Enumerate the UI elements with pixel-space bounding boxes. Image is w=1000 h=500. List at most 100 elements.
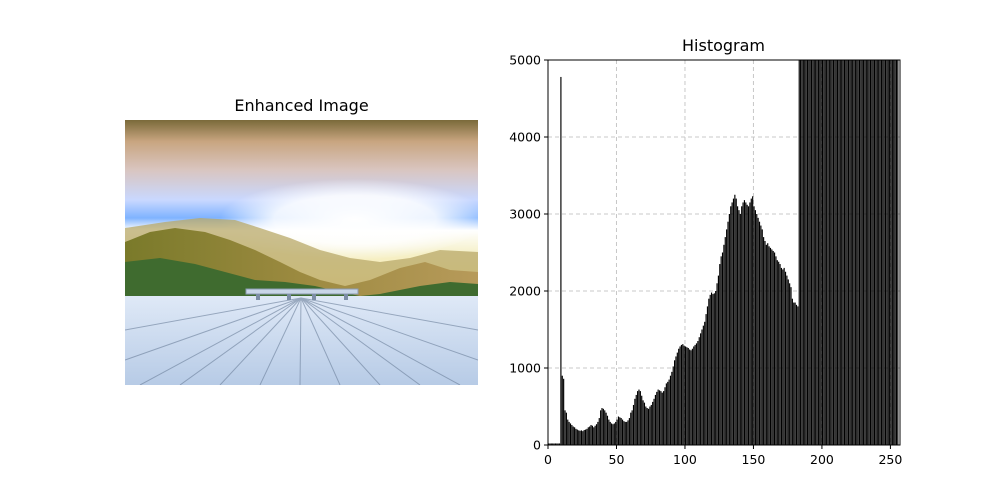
histogram-bar xyxy=(641,395,643,445)
histogram-bar xyxy=(668,379,670,445)
histogram-bar xyxy=(584,429,587,445)
histogram-bar xyxy=(716,283,718,445)
histogram-bar xyxy=(568,421,570,445)
histogram-bar xyxy=(756,214,758,445)
histogram-bar xyxy=(752,196,754,445)
histogram-bar xyxy=(823,60,825,445)
histogram-bar xyxy=(600,410,602,445)
histogram-bar xyxy=(639,391,641,445)
y-tick-label: 1000 xyxy=(509,361,541,376)
histogram-bar xyxy=(701,329,703,445)
histogram-bar xyxy=(890,60,892,445)
histogram-bar xyxy=(826,60,828,445)
histogram-bar xyxy=(738,210,740,445)
histogram-bar xyxy=(710,292,713,445)
histogram-bar xyxy=(843,60,846,445)
histogram-bar xyxy=(576,429,578,445)
histogram-bar xyxy=(801,60,803,445)
histogram-bar xyxy=(768,246,770,445)
histogram-bar xyxy=(754,210,756,445)
histogram-bar xyxy=(806,60,809,445)
histogram-bar xyxy=(702,325,704,445)
histogram-bar xyxy=(895,60,898,445)
histogram-bar xyxy=(578,430,580,445)
histogram-bar xyxy=(645,406,647,445)
histogram-bar xyxy=(624,421,626,445)
histogram-bar xyxy=(889,60,891,445)
histogram-bar xyxy=(589,426,591,445)
histogram-bar xyxy=(739,214,741,445)
histogram-bar xyxy=(606,415,609,445)
histogram-bar xyxy=(835,60,837,445)
histogram-bar xyxy=(763,237,765,445)
histogram-bar xyxy=(586,428,588,445)
histogram-bar xyxy=(886,60,888,445)
histogram-bar xyxy=(817,60,819,445)
histogram-bar xyxy=(852,60,854,445)
histogram-bar xyxy=(608,419,610,445)
histogram-bar xyxy=(742,202,744,445)
histogram-bar xyxy=(720,256,722,445)
y-tick-label: 3000 xyxy=(509,207,541,222)
histogram-bar xyxy=(619,417,621,445)
histogram-bar xyxy=(753,206,755,445)
histogram-bar xyxy=(556,443,558,445)
histogram-bar xyxy=(646,408,648,445)
histogram-bar xyxy=(579,430,581,445)
histogram-bar xyxy=(615,421,617,445)
histogram-bar xyxy=(741,206,743,445)
histogram-bar xyxy=(839,60,841,445)
histogram-bar xyxy=(587,427,589,445)
histogram-bar xyxy=(632,404,635,445)
histogram-bar xyxy=(765,244,767,445)
histogram-bar xyxy=(649,406,651,445)
histogram-bars xyxy=(548,60,899,445)
histogram-bar xyxy=(838,60,840,445)
histogram-bar xyxy=(728,214,730,445)
histogram-bar xyxy=(790,287,792,445)
histogram-bar xyxy=(727,221,729,445)
histogram-bar xyxy=(853,60,855,445)
histogram-bar xyxy=(764,240,766,445)
histogram-bar xyxy=(830,60,832,445)
histogram-bar xyxy=(598,418,600,445)
histogram-bar xyxy=(683,345,685,445)
histogram-bar xyxy=(842,60,844,445)
histogram-bar xyxy=(789,283,791,445)
histogram-bar xyxy=(694,344,696,445)
histogram-bar xyxy=(798,60,800,445)
histogram-bar xyxy=(712,294,714,445)
histogram-bar xyxy=(553,443,555,445)
histogram-bar xyxy=(631,410,633,445)
histogram-bar xyxy=(820,60,822,445)
histogram-bar xyxy=(863,60,865,445)
histogram-bar xyxy=(875,60,877,445)
histogram-bar xyxy=(761,229,763,445)
histogram-bar xyxy=(669,375,672,445)
histogram-bar xyxy=(713,293,715,445)
histogram-bar xyxy=(815,60,817,445)
histogram-bar xyxy=(767,243,769,445)
histogram-bar xyxy=(658,390,661,445)
histogram-bar xyxy=(680,344,683,445)
histogram-bar xyxy=(809,60,811,445)
histogram-bar xyxy=(672,366,674,445)
histogram-bar xyxy=(737,206,739,445)
plot-frame xyxy=(547,59,901,446)
histogram-bar xyxy=(628,418,630,445)
histogram-bar xyxy=(816,60,818,445)
histogram-bar xyxy=(850,60,852,445)
histogram-bar xyxy=(847,60,850,445)
histogram-bar xyxy=(590,424,592,445)
histogram-bar xyxy=(891,60,893,445)
histogram-bar xyxy=(772,250,774,445)
histogram-bar xyxy=(717,275,720,445)
histogram-bar xyxy=(611,423,613,445)
histogram-bar xyxy=(735,198,737,445)
histogram-bar xyxy=(787,279,789,445)
histogram-bar xyxy=(883,60,885,445)
histogram-bar xyxy=(783,267,785,445)
histogram-bar xyxy=(676,352,678,445)
y-axis: 0 1000 2000 3000 4000 5000 xyxy=(509,53,548,453)
